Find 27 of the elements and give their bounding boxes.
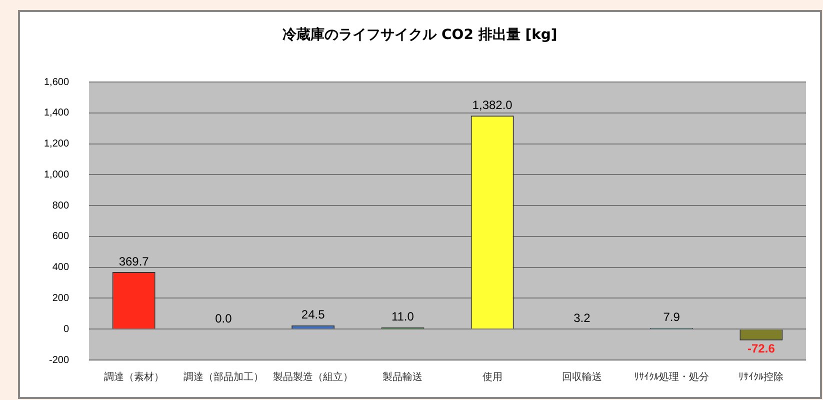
x-tick-label: ﾘｻｲｸﾙ処理・処分 bbox=[634, 370, 710, 383]
y-tick-label: 1,600 bbox=[44, 76, 70, 88]
y-tick-label: 400 bbox=[52, 262, 70, 274]
y-tick-label: 600 bbox=[52, 231, 70, 242]
data-label: 369.7 bbox=[118, 254, 150, 268]
data-label: 0.0 bbox=[215, 311, 232, 326]
data-label: 3.2 bbox=[574, 310, 591, 325]
y-tick-label: 1,000 bbox=[44, 169, 70, 180]
x-tick-label: 回収輸送 bbox=[562, 370, 602, 383]
x-tick-label: 製品製造（組立） bbox=[273, 370, 354, 383]
x-tick-label: ﾘｻｲｸﾙ控除 bbox=[738, 370, 784, 383]
y-tick-label: 200 bbox=[52, 292, 70, 304]
data-label: 7.9 bbox=[663, 310, 680, 324]
y-tick-label: 1,400 bbox=[44, 108, 70, 119]
y-tick-label: 1,200 bbox=[44, 138, 70, 150]
data-label: 24.5 bbox=[301, 308, 326, 322]
x-tick-label: 調達（素材） bbox=[104, 370, 164, 383]
data-label: -72.6 bbox=[748, 342, 776, 356]
chart-title: 冷蔵庫のライフサイクル CO2 排出量 [kg] bbox=[282, 26, 558, 44]
y-tick-label: -200 bbox=[49, 354, 70, 366]
y-tick-label: 800 bbox=[52, 200, 70, 212]
y-tick-label: 0 bbox=[63, 324, 70, 335]
x-tick-label: 使用 bbox=[482, 372, 502, 383]
data-label: 11.0 bbox=[391, 310, 414, 324]
data-label: 1,382.0 bbox=[472, 98, 513, 112]
x-tick-label: 調達（部品加工） bbox=[183, 370, 264, 383]
x-tick-label: 製品輸送 bbox=[382, 370, 423, 383]
